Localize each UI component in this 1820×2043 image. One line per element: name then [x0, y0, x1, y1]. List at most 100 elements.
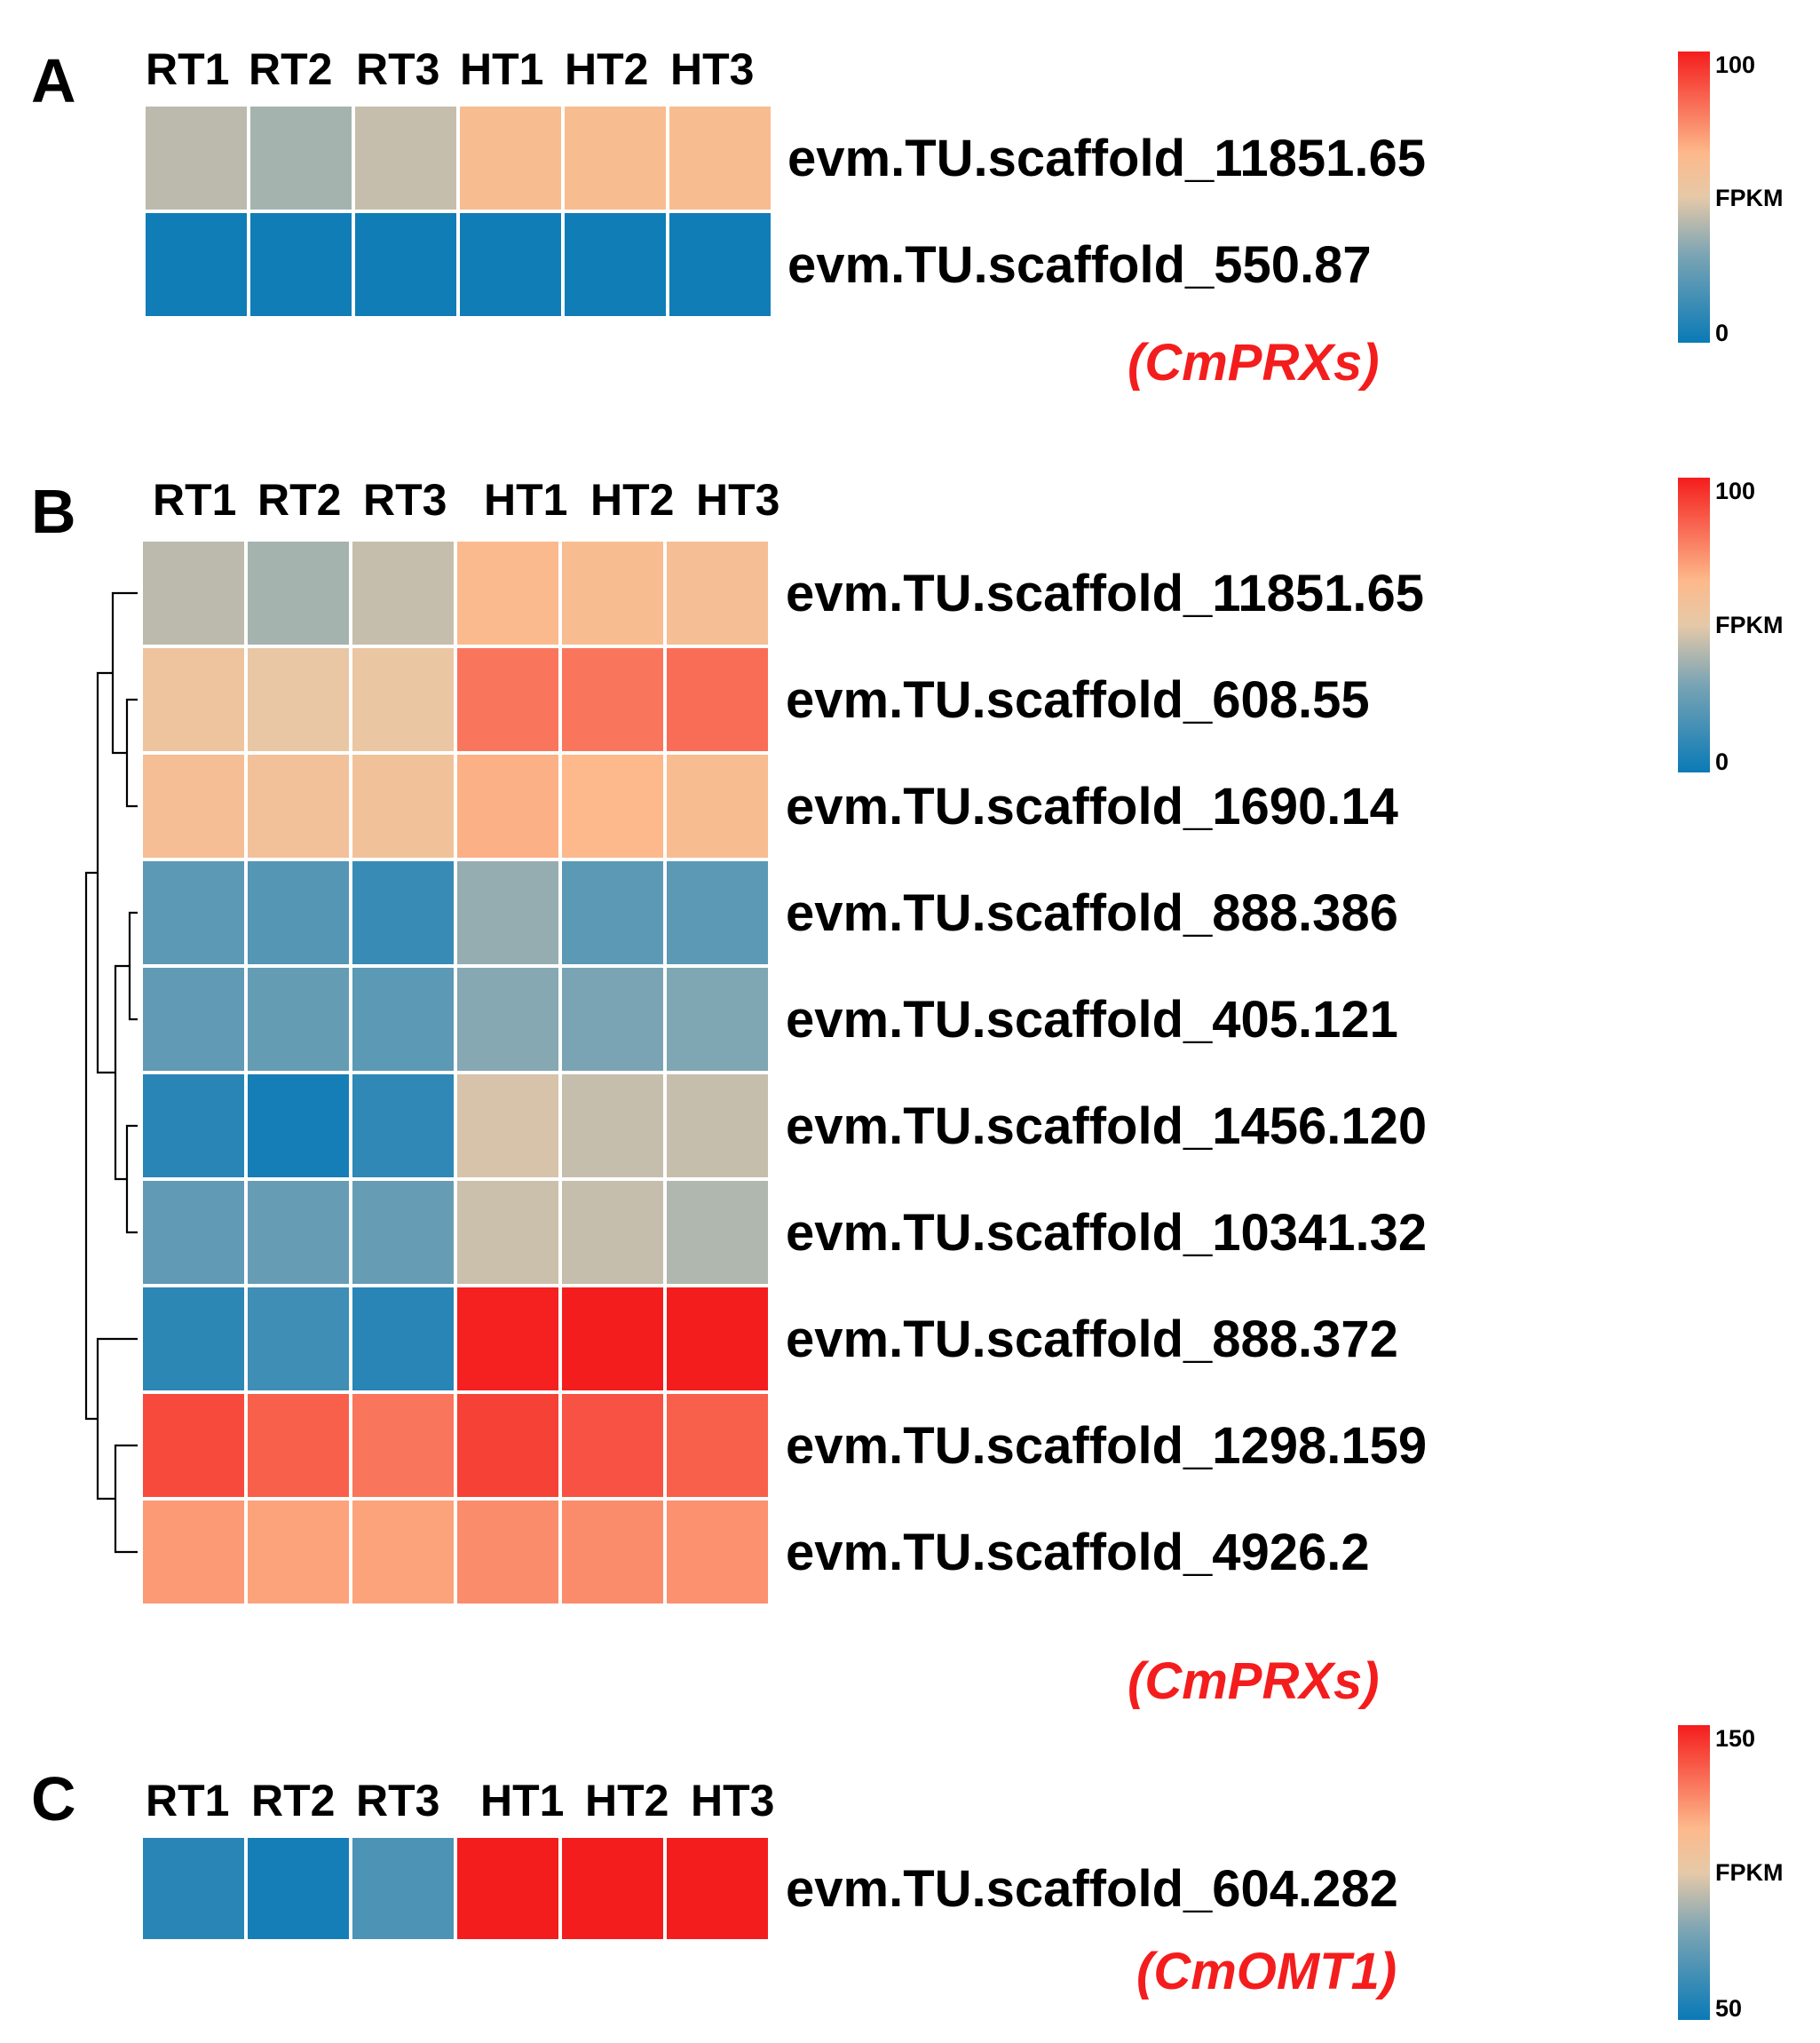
panel-b-heatmap-cell — [139, 858, 248, 968]
panel-a-legend-max: 100 — [1715, 51, 1755, 78]
panel-b-heatmap-cell — [244, 751, 352, 861]
panel-b-dendrogram-branch — [114, 1444, 138, 1554]
panel-a-heatmap-cell — [666, 210, 774, 320]
panel-b-heatmap-cell — [663, 645, 772, 755]
panel-a-heatmap-cell — [561, 210, 669, 320]
panel-b-heatmap-cell — [244, 538, 352, 648]
panel-a-column-label: HT3 — [670, 44, 754, 94]
panel-b-column-label: HT2 — [590, 475, 674, 525]
panel-c-heatmap-cell — [244, 1834, 352, 1943]
panel-b-heatmap-cell — [454, 1284, 562, 1394]
panel-b-heatmap-cell — [139, 1177, 248, 1287]
panel-b-heatmap-cell — [454, 964, 562, 1074]
panel-b-heatmap-cell — [558, 964, 667, 1074]
panel-b-dendrogram-branch — [111, 591, 138, 755]
panel-b-heatmap-cell — [454, 1390, 562, 1501]
panel-b-heatmap-cell — [244, 1284, 352, 1394]
panel-b-dendrogram-branch — [96, 1337, 138, 1501]
panel-a-column-label: HT1 — [460, 44, 543, 94]
panel-b-heatmap-cell — [663, 1284, 772, 1394]
panel-b-dendrogram-branch — [84, 871, 98, 1421]
panel-b-heatmap-cell — [663, 1390, 772, 1501]
panel-b-row-label: evm.TU.scaffold_888.372 — [786, 1311, 1398, 1368]
panel-a-legend-colorbar — [1678, 51, 1710, 343]
panel-a-heatmap: A RT1 RT2 RT3 HT1 HT2 HT3 evm.TU.scaffold_118… — [31, 44, 1784, 392]
panel-b-column-label: HT1 — [484, 475, 567, 525]
panel-b-dendrogram-branch — [125, 1124, 138, 1234]
panel-b-column-label: RT3 — [363, 475, 447, 525]
panel-c-heatmap-cell — [558, 1834, 667, 1943]
panel-a-heatmap-cell — [561, 103, 669, 213]
panel-b-row-label: evm.TU.scaffold_888.386 — [786, 884, 1398, 942]
panel-b-heatmap-cell — [454, 538, 562, 648]
panel-b-row-label: evm.TU.scaffold_608.55 — [786, 671, 1370, 729]
panel-c-column-label: HT3 — [691, 1776, 774, 1825]
panel-c-heatmap-cell — [663, 1834, 772, 1943]
panel-c-family-label: (CmOMT1) — [1136, 1943, 1397, 2000]
panel-b-heatmap-cell — [349, 1497, 457, 1607]
panel-c-legend-max: 150 — [1715, 1725, 1755, 1752]
panel-b-legend-colorbar — [1678, 478, 1710, 772]
panel-b-dendrogram-branch — [128, 911, 138, 1021]
panel-c-column-label: RT1 — [146, 1776, 229, 1825]
panel-c-legend-colorbar — [1678, 1725, 1710, 2020]
panel-c-column-label: HT2 — [585, 1776, 669, 1825]
panel-c-heatmap-cell — [139, 1834, 248, 1943]
panel-b-heatmap-cell — [139, 1390, 248, 1501]
panel-a-heatmap-cell — [456, 103, 565, 213]
panel-b-heatmap-cell — [349, 1177, 457, 1287]
panel-c-column-label: RT2 — [251, 1776, 335, 1825]
panel-a-heatmap-cell — [142, 103, 250, 213]
panel-b-heatmap-cell — [558, 538, 667, 648]
panel-b-heatmap-cell — [244, 1071, 352, 1181]
panel-b-heatmap-cell — [244, 964, 352, 1074]
panel-b-legend-min: 0 — [1715, 748, 1729, 775]
panel-b-heatmap-cell — [349, 751, 457, 861]
panel-b-heatmap-cell — [244, 858, 352, 968]
panel-b-heatmap-cell — [139, 1071, 248, 1181]
panel-a-column-label: HT2 — [565, 44, 648, 94]
panel-b-heatmap-cell — [558, 1284, 667, 1394]
panel-b-heatmap-cell — [663, 964, 772, 1074]
panel-b-heatmap-cell — [139, 964, 248, 1074]
panel-b-row-label: evm.TU.scaffold_1298.159 — [786, 1417, 1427, 1475]
panel-b-heatmap-cell — [349, 645, 457, 755]
panel-a-heatmap-cell — [666, 103, 774, 213]
panel-b-column-label: RT1 — [153, 475, 236, 525]
panel-b-heatmap-cell — [244, 645, 352, 755]
panel-a-heatmap-cell — [456, 210, 565, 320]
panel-b-heatmap-cell — [139, 1284, 248, 1394]
panel-b-heatmap-cell — [349, 964, 457, 1074]
panel-b-heatmap-cell — [663, 1497, 772, 1607]
panel-b-column-label: RT2 — [257, 475, 341, 525]
panel-c-row-label: evm.TU.scaffold_604.282 — [786, 1860, 1398, 1918]
panel-b-heatmap-cell — [139, 1497, 248, 1607]
panel-b-heatmap-cell — [349, 538, 457, 648]
panel-b-heatmap-cell — [454, 1497, 562, 1607]
panel-c-heatmap-cell — [349, 1834, 457, 1943]
panel-a-heatmap-cell — [142, 210, 250, 320]
panel-b-heatmap-cell — [454, 858, 562, 968]
panel-b-row-label: evm.TU.scaffold_1456.120 — [786, 1097, 1427, 1155]
panel-a-legend-min: 0 — [1715, 320, 1729, 346]
panel-b-heatmap-cell — [454, 751, 562, 861]
panel-b-heatmap-cell — [663, 538, 772, 648]
panel-b-legend: 100 FPKM 0 — [1678, 478, 1784, 775]
panel-b-heatmap-cell — [558, 858, 667, 968]
panel-b-heatmap-cell — [663, 751, 772, 861]
panel-c-legend-min: 50 — [1715, 1995, 1742, 2022]
panel-b-heatmap-cell — [663, 1177, 772, 1287]
panel-a-row-label: evm.TU.scaffold_550.87 — [787, 236, 1372, 294]
panel-b-heatmap-cell — [349, 1390, 457, 1501]
panel-a-legend: 100 FPKM 0 — [1678, 51, 1784, 346]
panel-c-legend: 150 FPKM 50 — [1678, 1725, 1784, 2022]
panel-a-heatmap-cell — [247, 210, 355, 320]
panel-b-heatmap-cell — [558, 1390, 667, 1501]
panel-a-row-label: evm.TU.scaffold_11851.65 — [787, 130, 1426, 187]
panel-b-heatmap-cell — [244, 1177, 352, 1287]
panel-b-heatmap-cell — [663, 1071, 772, 1181]
panel-a-column-label: RT1 — [146, 44, 229, 94]
panel-b-heatmap-cell — [139, 538, 248, 648]
panel-b-dendrogram — [84, 591, 138, 1554]
panel-b-heatmap-cell — [558, 751, 667, 861]
